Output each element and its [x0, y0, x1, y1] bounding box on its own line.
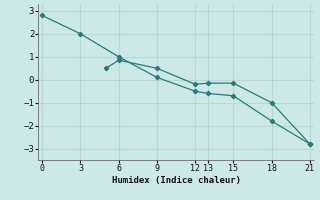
X-axis label: Humidex (Indice chaleur): Humidex (Indice chaleur): [111, 176, 241, 185]
